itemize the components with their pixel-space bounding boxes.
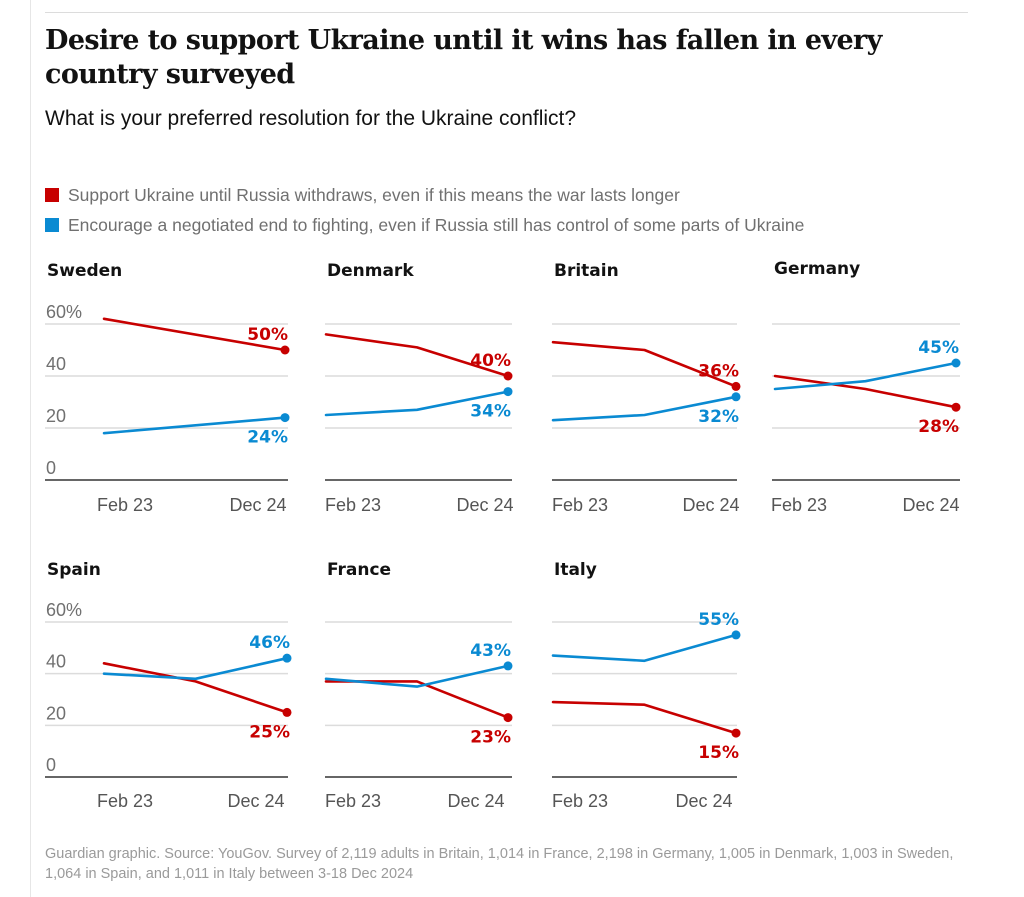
x-tick-label-start: Feb 23 — [325, 495, 381, 515]
legend-item-negotiate: Encourage a negotiated end to fighting, … — [45, 210, 804, 240]
end-value-label-negotiate: 32% — [698, 407, 739, 427]
source-note: Guardian graphic. Source: YouGov. Survey… — [45, 846, 954, 882]
x-tick-label-end: Dec 24 — [227, 791, 284, 811]
y-tick-label: 40 — [46, 354, 66, 374]
x-tick-label-start: Feb 23 — [771, 495, 827, 515]
panel-title-sweden: Sweden — [47, 261, 122, 281]
end-value-label-negotiate: 46% — [249, 633, 290, 653]
x-tick-label-start: Feb 23 — [552, 495, 608, 515]
y-tick-label: 40 — [46, 652, 66, 672]
y-tick-label: 60% — [46, 600, 82, 620]
end-value-label-support: 36% — [698, 361, 739, 381]
x-tick-label-end: Dec 24 — [682, 495, 739, 515]
series-end-point-support — [731, 381, 741, 391]
end-value-label-support: 50% — [247, 325, 288, 345]
end-value-label-support: 28% — [918, 417, 959, 437]
x-tick-label-start: Feb 23 — [97, 791, 153, 811]
panel-title-germany: Germany — [774, 259, 860, 279]
panel-title-denmark: Denmark — [327, 261, 414, 281]
x-tick-label-end: Dec 24 — [447, 791, 504, 811]
series-line-negotiate — [102, 656, 289, 681]
x-tick-label-end: Dec 24 — [456, 495, 513, 515]
panel-title-italy: Italy — [554, 560, 597, 580]
series-line-support — [102, 661, 289, 714]
series-end-point-support — [503, 713, 513, 723]
y-tick-label: 20 — [46, 703, 66, 723]
x-tick-label-start: Feb 23 — [325, 791, 381, 811]
end-value-label-negotiate: 34% — [470, 402, 511, 422]
series-line-support — [102, 317, 287, 352]
x-tick-label-end: Dec 24 — [675, 791, 732, 811]
end-value-label-support: 15% — [698, 743, 739, 763]
series-line-negotiate — [773, 361, 958, 391]
x-tick-label-start: Feb 23 — [97, 495, 153, 515]
series-end-point-support — [731, 728, 741, 738]
y-tick-label: 0 — [46, 755, 56, 775]
legend-label-support: Support Ukraine until Russia withdraws, … — [68, 184, 680, 205]
panel-title-britain: Britain — [554, 261, 619, 281]
series-line-negotiate — [551, 633, 738, 663]
series-line-negotiate — [324, 390, 510, 417]
series-end-point-negotiate — [280, 413, 290, 423]
end-value-label-support: 23% — [470, 728, 511, 748]
series-end-point-negotiate — [731, 630, 741, 640]
end-value-label-support: 25% — [249, 722, 290, 742]
series-end-point-support — [282, 707, 292, 717]
chart-subtitle: What is your preferred resolution for th… — [45, 107, 577, 130]
y-tick-label: 20 — [46, 406, 66, 426]
series-end-point-support — [280, 345, 290, 355]
left-border — [30, 0, 31, 897]
series-line-negotiate — [102, 416, 287, 435]
series-end-point-negotiate — [951, 358, 961, 368]
end-value-label-negotiate: 55% — [698, 610, 739, 630]
end-value-label-negotiate: 45% — [918, 338, 959, 358]
top-divider — [45, 12, 968, 13]
end-value-label-negotiate: 43% — [470, 641, 511, 661]
legend-item-support: Support Ukraine until Russia withdraws, … — [45, 180, 804, 210]
x-tick-label-start: Feb 23 — [552, 791, 608, 811]
series-line-negotiate — [551, 395, 738, 422]
legend-swatch-negotiate — [45, 218, 59, 232]
panel-title-spain: Spain — [47, 560, 101, 580]
series-line-support — [551, 700, 738, 735]
series-end-point-negotiate — [731, 392, 741, 402]
legend-swatch-support — [45, 188, 59, 202]
series-end-point-support — [951, 402, 961, 412]
end-value-label-negotiate: 24% — [247, 428, 288, 448]
series-end-point-negotiate — [282, 653, 292, 663]
x-tick-label-end: Dec 24 — [229, 495, 286, 515]
series-line-support — [773, 374, 958, 409]
chart-title: Desire to support Ukraine until it wins … — [45, 25, 882, 90]
x-tick-label-end: Dec 24 — [902, 495, 959, 515]
series-line-support — [324, 333, 510, 378]
series-line-support — [551, 340, 738, 388]
series-end-point-negotiate — [503, 661, 513, 671]
legend: Support Ukraine until Russia withdraws, … — [45, 180, 804, 240]
y-tick-label: 60% — [46, 302, 82, 322]
y-tick-label: 0 — [46, 458, 56, 478]
series-end-point-negotiate — [503, 387, 513, 397]
series-end-point-support — [503, 371, 513, 381]
legend-label-negotiate: Encourage a negotiated end to fighting, … — [68, 214, 805, 235]
panel-title-france: France — [327, 560, 391, 580]
end-value-label-support: 40% — [470, 351, 511, 371]
series-line-negotiate — [324, 664, 510, 688]
